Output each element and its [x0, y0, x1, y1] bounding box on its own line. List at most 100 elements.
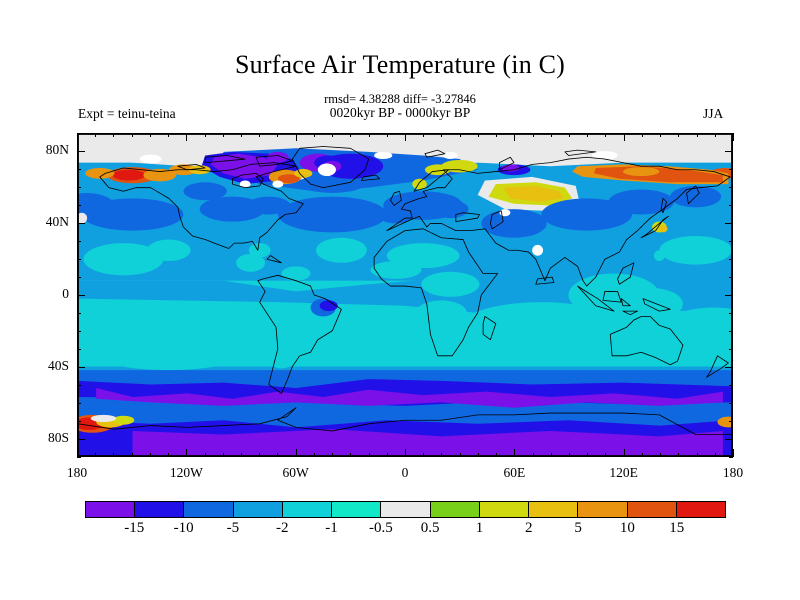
y-axis-minor-tick	[77, 367, 81, 368]
y-axis-minor-tick	[77, 205, 81, 206]
coastline-severnaya-zemlya	[564, 149, 597, 156]
coastline-madagascar	[482, 316, 497, 341]
ne-pacific-cyan	[147, 239, 191, 262]
x-axis-minor-tick	[605, 453, 607, 457]
coastline-africa	[373, 228, 499, 357]
coastline-australia	[609, 316, 684, 366]
x-axis-minor-tick	[423, 453, 425, 457]
coastline-japan	[640, 215, 669, 239]
season-label: JJA	[703, 106, 724, 121]
coastline-caspian	[489, 210, 504, 230]
y-axis-label: 0	[62, 286, 69, 301]
coastline-svalbard	[424, 149, 446, 158]
nw-canada-blue	[183, 182, 227, 201]
coastline-lesser-sunda	[622, 310, 638, 316]
x-axis-minor-tick	[332, 453, 334, 457]
great-lakes-blue	[246, 196, 291, 215]
x-axis-minor-tick	[386, 453, 388, 457]
y-axis-minor-tick	[729, 457, 733, 458]
x-axis-minor-tick	[441, 453, 443, 457]
new-guinea-cyan	[617, 287, 683, 321]
x-axis-minor-tick	[95, 453, 97, 457]
x-axis-tick	[295, 133, 297, 141]
arctic-neutral-5	[592, 150, 618, 160]
norway-yellow	[412, 178, 427, 190]
x-axis-minor-tick	[459, 453, 461, 457]
x-axis-minor-tick	[587, 453, 589, 457]
gulf-cyan	[248, 243, 271, 258]
y-axis-minor-tick	[729, 313, 733, 314]
x-axis-minor-tick	[368, 453, 370, 457]
coastline-greenland	[291, 146, 370, 189]
y-axis-minor-tick	[729, 133, 733, 134]
x-axis-minor-tick	[259, 133, 261, 137]
colorbar-tick-label: -10	[173, 520, 194, 536]
y-axis-minor-tick	[77, 151, 81, 152]
x-axis-tick	[623, 449, 625, 457]
coastline-sakhalin	[660, 197, 668, 214]
coastline-scandinavia	[413, 169, 450, 192]
guyana-cyan	[281, 266, 311, 281]
coastline-black-sea	[455, 212, 480, 223]
greenland-ice-neutral	[317, 163, 336, 177]
x-axis-minor-tick	[496, 453, 498, 457]
y-axis-minor-tick	[77, 295, 81, 296]
manchuria-blue	[608, 189, 674, 215]
atlantic-subtropical-cyan	[315, 237, 367, 263]
caribbean-cyan	[236, 253, 266, 272]
colorbar-segment	[381, 502, 431, 517]
antarctic-neutral-sliver	[90, 414, 117, 423]
y-axis-label: 80S	[47, 429, 69, 445]
x-axis-minor-tick	[259, 453, 261, 457]
x-axis-label: 180	[722, 465, 744, 480]
y-axis-tick	[77, 295, 85, 296]
x-axis-minor-tick	[277, 453, 279, 457]
coastline-south-america	[257, 274, 342, 394]
colorbar-segment	[233, 502, 283, 517]
west-asia-blue	[481, 209, 547, 238]
y-axis-minor-tick	[729, 241, 733, 242]
coastline-north-america	[99, 162, 304, 251]
y-axis-minor-tick	[729, 439, 733, 440]
west-australia-cyan	[595, 330, 651, 360]
colorbar-tick-label: 5	[574, 520, 582, 536]
y-axis-minor-tick	[77, 457, 81, 458]
east-europe-blue	[432, 200, 469, 219]
x-axis-minor-tick	[332, 133, 334, 137]
x-axis-tick	[514, 133, 516, 141]
colorbar-segment	[184, 502, 234, 517]
x-axis-minor-tick	[350, 453, 352, 457]
colorbar-tick-label: 15	[669, 520, 685, 536]
y-axis-minor-tick	[77, 259, 81, 260]
north-pacific-cyan	[83, 243, 164, 276]
y-axis-minor-tick	[729, 367, 733, 368]
coastline-sumatra-java	[577, 285, 615, 312]
x-axis-label: 60W	[282, 465, 309, 480]
x-axis-minor-tick	[532, 133, 534, 137]
argentina-cyan	[266, 346, 296, 369]
x-axis-label: 120E	[609, 465, 638, 480]
coastline-cuba	[266, 255, 282, 264]
south-pacific-cyan-2	[92, 334, 246, 371]
colorbar-tick-label: 1	[475, 520, 484, 536]
antarctic-warm-fringe-2	[112, 415, 135, 425]
canada-neutral-1	[239, 180, 251, 188]
colorbar-segment	[86, 502, 136, 517]
x-axis-tick	[186, 449, 188, 457]
x-axis-minor-tick	[95, 133, 97, 137]
y-axis-label: 80N	[45, 141, 69, 157]
y-axis-minor-tick	[77, 277, 81, 278]
y-axis-minor-tick	[729, 403, 733, 404]
x-axis-minor-tick	[204, 453, 206, 457]
coastline-novaya-zemlya	[499, 156, 515, 171]
ellesmere-core	[266, 151, 289, 163]
x-axis-minor-tick	[204, 133, 206, 137]
ne-siberia-core	[652, 169, 703, 181]
y-axis-minor-tick	[77, 313, 81, 314]
coastline-baffin	[255, 155, 293, 167]
x-axis-minor-tick	[678, 133, 680, 137]
arctic-neutral-2	[443, 151, 458, 160]
colorbar	[85, 501, 726, 518]
x-axis-label: 180	[66, 465, 88, 480]
